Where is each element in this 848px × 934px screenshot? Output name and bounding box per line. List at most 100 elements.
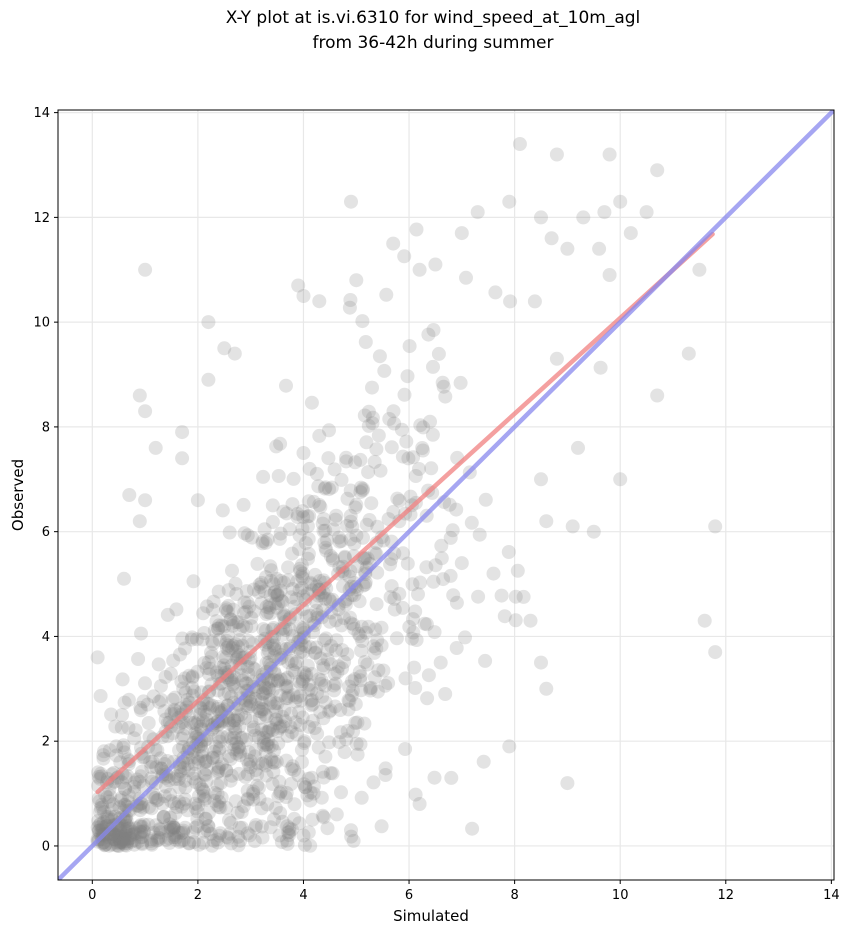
- scatter-point: [277, 575, 291, 590]
- scatter-point: [120, 834, 135, 849]
- scatter-point: [260, 532, 275, 547]
- scatter-point: [254, 596, 269, 611]
- scatter-point: [309, 466, 324, 481]
- scatter-point: [478, 492, 493, 507]
- scatter-point: [92, 794, 107, 809]
- scatter-point: [255, 830, 270, 845]
- scatter-point: [290, 510, 305, 524]
- scatter-point: [494, 588, 509, 603]
- scatter-point: [190, 751, 205, 766]
- scatter-point: [159, 832, 174, 847]
- scatter-point: [248, 763, 263, 778]
- scatter-point: [93, 801, 108, 815]
- scatter-point: [263, 588, 278, 603]
- scatter-point: [329, 508, 344, 523]
- scatter-point: [382, 412, 397, 426]
- scatter-point: [144, 832, 159, 847]
- scatter-point: [304, 698, 319, 713]
- scatter-point: [501, 545, 516, 559]
- scatter-point: [202, 701, 217, 716]
- scatter-point: [266, 764, 281, 779]
- scatter-point: [257, 707, 272, 722]
- scatter-point: [319, 543, 334, 558]
- scatter-point: [205, 698, 220, 713]
- scatter-point: [316, 770, 331, 785]
- scatter-point: [313, 499, 328, 514]
- scatter-point: [93, 805, 107, 819]
- scatter-point: [228, 794, 243, 809]
- scatter-point: [408, 469, 423, 483]
- scatter-point: [258, 745, 273, 760]
- scatter-point: [293, 564, 308, 579]
- scatter-point: [318, 523, 333, 538]
- scatter-point: [571, 440, 585, 455]
- scatter-point: [294, 742, 309, 757]
- scatter-point: [304, 395, 319, 410]
- scatter-point: [207, 785, 222, 800]
- scatter-point: [212, 828, 227, 843]
- scatter-point: [508, 589, 523, 604]
- scatter-point: [127, 826, 142, 841]
- scatter-point: [267, 673, 282, 688]
- scatter-point: [98, 837, 113, 852]
- scatter-point: [224, 768, 239, 783]
- scatter-point: [247, 662, 262, 677]
- scatter-point: [222, 826, 237, 841]
- scatter-point: [246, 720, 261, 735]
- scatter-point: [108, 832, 123, 847]
- y-tick-label-10: 10: [33, 316, 50, 331]
- scatter-point: [217, 341, 232, 356]
- scatter-point: [279, 506, 294, 521]
- scatter-point: [329, 807, 344, 822]
- scatter-point: [342, 569, 357, 584]
- scatter-point: [217, 619, 232, 634]
- scatter-point: [141, 716, 156, 730]
- scatter-point: [209, 739, 224, 754]
- scatter-point: [210, 832, 225, 847]
- scatter-point: [260, 645, 275, 660]
- scatter-point: [586, 524, 601, 539]
- scatter-point: [370, 519, 385, 534]
- scatter-point: [214, 790, 229, 805]
- scatter-point: [534, 210, 548, 225]
- scatter-point: [122, 821, 137, 836]
- scatter-point: [238, 769, 253, 784]
- scatter-point: [116, 740, 131, 755]
- scatter-point: [273, 672, 288, 687]
- scatter-point: [282, 821, 297, 836]
- scatter-point: [412, 797, 427, 811]
- scatter-point: [244, 619, 259, 634]
- scatter-point: [293, 561, 307, 576]
- y-tick-label-2: 2: [42, 735, 50, 750]
- scatter-point: [354, 683, 368, 698]
- scatter-point: [327, 462, 342, 477]
- scatter-point: [285, 663, 300, 678]
- scatter-point: [212, 800, 226, 815]
- scatter-point: [231, 739, 246, 754]
- scatter-points: [90, 137, 723, 853]
- scatter-point: [295, 504, 310, 519]
- scatter-point: [212, 743, 227, 758]
- scatter-point: [115, 672, 130, 687]
- scatter-point: [297, 736, 312, 751]
- scatter-point: [458, 630, 472, 645]
- scatter-point: [198, 768, 213, 783]
- scatter-point: [106, 831, 121, 846]
- scatter-point: [164, 706, 179, 721]
- scatter-point: [302, 677, 316, 692]
- scatter-point: [190, 804, 205, 819]
- scatter-point: [326, 522, 341, 537]
- scatter-point: [400, 369, 415, 384]
- scatter-point: [302, 461, 317, 476]
- scatter-point: [383, 557, 398, 572]
- scatter-point: [230, 742, 245, 757]
- scatter-point: [228, 576, 243, 591]
- scatter-point: [207, 623, 222, 638]
- scatter-point: [230, 805, 245, 820]
- scatter-point: [370, 633, 385, 648]
- scatter-point: [151, 832, 166, 847]
- scatter-point: [269, 571, 284, 586]
- scatter-point: [361, 619, 376, 634]
- scatter-point: [300, 658, 315, 673]
- scatter-point: [285, 546, 300, 561]
